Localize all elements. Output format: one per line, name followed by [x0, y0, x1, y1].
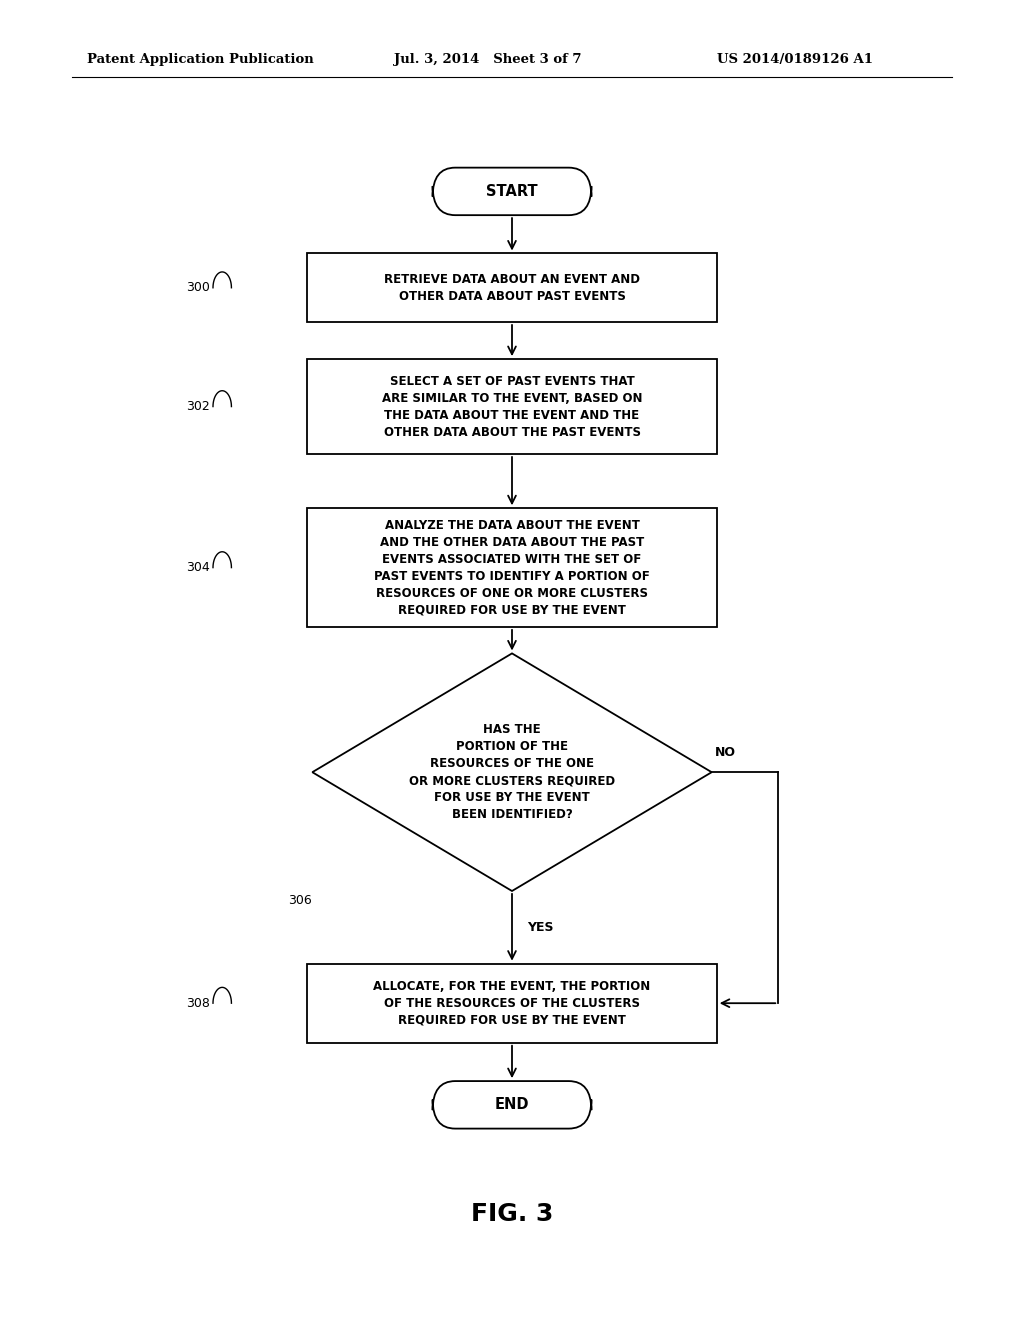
Text: YES: YES [527, 921, 554, 935]
Text: SELECT A SET OF PAST EVENTS THAT
ARE SIMILAR TO THE EVENT, BASED ON
THE DATA ABO: SELECT A SET OF PAST EVENTS THAT ARE SIM… [382, 375, 642, 438]
Text: 302: 302 [186, 400, 210, 413]
Text: Patent Application Publication: Patent Application Publication [87, 53, 313, 66]
Text: ANALYZE THE DATA ABOUT THE EVENT
AND THE OTHER DATA ABOUT THE PAST
EVENTS ASSOCI: ANALYZE THE DATA ABOUT THE EVENT AND THE… [374, 519, 650, 616]
FancyBboxPatch shape [432, 168, 592, 215]
Text: NO: NO [715, 746, 736, 759]
Text: 300: 300 [186, 281, 210, 294]
Polygon shape [312, 653, 712, 891]
Text: FIG. 3: FIG. 3 [471, 1203, 553, 1226]
Text: RETRIEVE DATA ABOUT AN EVENT AND
OTHER DATA ABOUT PAST EVENTS: RETRIEVE DATA ABOUT AN EVENT AND OTHER D… [384, 273, 640, 302]
Text: END: END [495, 1097, 529, 1113]
Text: 308: 308 [186, 997, 210, 1010]
FancyBboxPatch shape [432, 1081, 592, 1129]
Text: US 2014/0189126 A1: US 2014/0189126 A1 [717, 53, 872, 66]
Text: Jul. 3, 2014   Sheet 3 of 7: Jul. 3, 2014 Sheet 3 of 7 [394, 53, 582, 66]
Text: HAS THE
PORTION OF THE
RESOURCES OF THE ONE
OR MORE CLUSTERS REQUIRED
FOR USE BY: HAS THE PORTION OF THE RESOURCES OF THE … [409, 723, 615, 821]
Bar [307, 359, 717, 454]
Text: ALLOCATE, FOR THE EVENT, THE PORTION
OF THE RESOURCES OF THE CLUSTERS
REQUIRED F: ALLOCATE, FOR THE EVENT, THE PORTION OF … [374, 979, 650, 1027]
Text: 306: 306 [289, 894, 312, 907]
Bar [307, 508, 717, 627]
Text: START: START [486, 183, 538, 199]
Bar [307, 253, 717, 322]
Text: 304: 304 [186, 561, 210, 574]
Bar [307, 964, 717, 1043]
